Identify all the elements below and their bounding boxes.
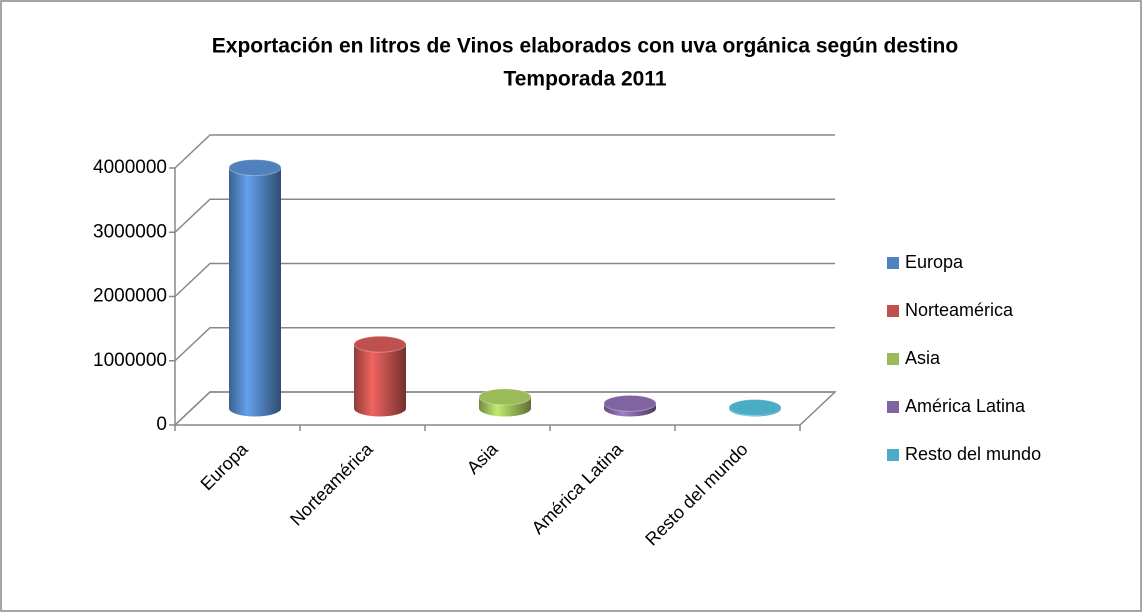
grid-line bbox=[174, 262, 835, 298]
y-tick-label: 0 bbox=[156, 414, 167, 435]
grid-line bbox=[174, 134, 835, 169]
bar bbox=[229, 167, 281, 417]
legend-swatch bbox=[887, 449, 899, 461]
legend-swatch bbox=[887, 305, 899, 317]
legend-label: América Latina bbox=[905, 396, 1026, 416]
chart-title: Exportación en litros de Vinos elaborado… bbox=[212, 35, 958, 58]
y-tick-label: 3000000 bbox=[93, 221, 167, 242]
legend-swatch bbox=[887, 257, 899, 269]
bar bbox=[354, 344, 406, 417]
y-tick-label: 1000000 bbox=[93, 350, 167, 371]
y-tick-label: 4000000 bbox=[93, 157, 167, 178]
legend-label: Europa bbox=[905, 252, 964, 272]
bar-top bbox=[728, 399, 782, 417]
legend-label: Asia bbox=[905, 348, 941, 368]
chart-subtitle: Temporada 2011 bbox=[503, 68, 666, 91]
legend-label: Resto del mundo bbox=[905, 444, 1041, 464]
bar-top bbox=[603, 394, 657, 412]
bar-top bbox=[228, 159, 282, 177]
grid-line bbox=[174, 391, 835, 426]
grid-line bbox=[174, 198, 835, 233]
y-tick-label: 2000000 bbox=[93, 286, 167, 307]
legend-swatch bbox=[887, 353, 899, 365]
legend-swatch bbox=[887, 401, 899, 413]
grid-line bbox=[174, 327, 835, 362]
bar-top bbox=[353, 335, 407, 353]
legend-label: Norteamérica bbox=[905, 300, 1014, 320]
bar-top bbox=[478, 388, 532, 406]
